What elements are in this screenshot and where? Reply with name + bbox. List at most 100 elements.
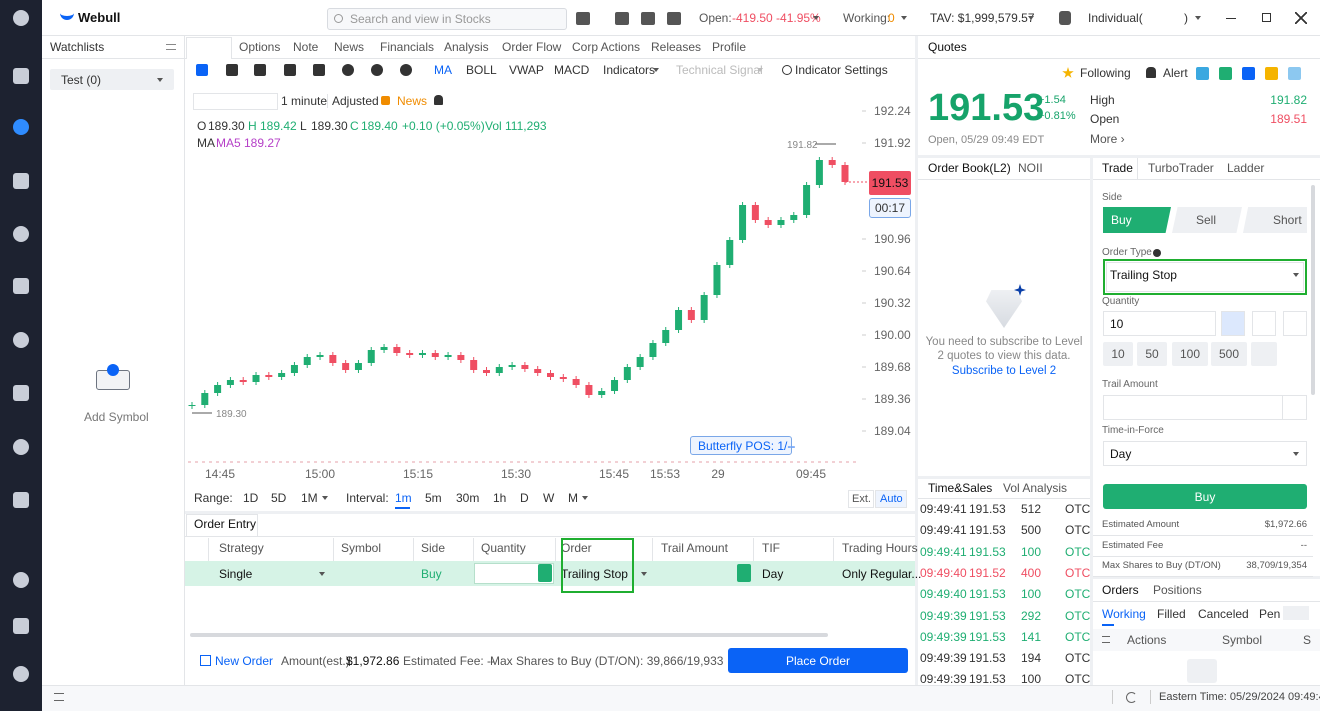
adjusted-toggle[interactable]: Adjusted <box>332 94 379 108</box>
symbol-input[interactable] <box>193 93 278 110</box>
panel-title[interactable]: Order Entry <box>194 517 257 531</box>
sidebar-icon[interactable] <box>13 68 29 84</box>
quantity-input[interactable] <box>474 563 554 584</box>
study-button[interactable]: MACD <box>554 63 590 77</box>
study-button[interactable]: VWAP <box>509 63 544 77</box>
sidebar-icon[interactable] <box>13 173 29 189</box>
order-type-value[interactable]: Trailing Stop <box>1110 268 1177 282</box>
chart-tool-icon[interactable] <box>313 64 325 76</box>
chart-tab[interactable]: Order Flow <box>502 40 562 54</box>
order-filter[interactable]: Pen <box>1259 607 1281 621</box>
chart-tab[interactable]: Releases <box>651 40 702 54</box>
quick-qty-button[interactable] <box>1172 342 1208 366</box>
panel-tab[interactable]: TurboTrader <box>1148 161 1214 175</box>
new-order[interactable]: New Order <box>215 654 274 668</box>
order-filter[interactable]: Canceled <box>1198 607 1249 621</box>
quote-tool-icon[interactable] <box>1196 67 1209 80</box>
panel-tab[interactable]: Orders <box>1102 583 1139 597</box>
chart-tool-icon[interactable] <box>226 64 238 76</box>
sidebar-icon[interactable] <box>13 439 29 455</box>
trail-amount-input[interactable] <box>1103 395 1307 420</box>
tif-select[interactable] <box>1103 441 1307 466</box>
quantity-input[interactable] <box>1103 311 1216 336</box>
interval-button[interactable]: 1m <box>395 491 412 505</box>
sidebar-icon[interactable] <box>13 10 29 26</box>
quick-qty-label[interactable]: 10 <box>1111 347 1125 361</box>
sidebar-icon[interactable] <box>13 385 29 401</box>
range-button[interactable]: 5D <box>271 491 287 505</box>
news-toggle[interactable]: News <box>397 94 428 108</box>
quantity-stepper[interactable] <box>538 564 552 582</box>
maximize-button[interactable] <box>1262 13 1271 22</box>
ext-button[interactable] <box>848 490 874 508</box>
toolbar-icon[interactable] <box>576 12 590 25</box>
technical-signal-menu[interactable]: Technical Signal <box>676 63 763 77</box>
chart-tool-icon[interactable] <box>284 64 296 76</box>
interval-button[interactable]: W <box>543 491 555 505</box>
quick-qty-label[interactable]: 500 <box>1218 347 1240 361</box>
order-filter[interactable]: Working <box>1102 607 1146 621</box>
sidebar-icon[interactable] <box>13 666 29 682</box>
quick-qty-button[interactable] <box>1211 342 1247 366</box>
following[interactable]: Following <box>1080 66 1131 80</box>
quantity-mode[interactable] <box>1221 311 1245 336</box>
watchlist-select[interactable] <box>50 69 174 90</box>
indicators-menu[interactable]: Indicators <box>603 63 656 77</box>
auto-label[interactable]: Auto <box>880 493 903 505</box>
alert[interactable]: Alert <box>1163 66 1188 80</box>
chart-tab[interactable]: News <box>334 40 365 54</box>
chart-tab[interactable]: Options <box>239 40 281 54</box>
chart-tab[interactable]: Corp Actions <box>572 40 641 54</box>
watchlist-name[interactable]: Test (0) <box>61 73 102 87</box>
quote-tool-icon[interactable] <box>1265 67 1278 80</box>
ext-label[interactable]: Ext. <box>852 493 871 505</box>
sidebar-icon[interactable] <box>13 492 29 508</box>
chart-tab[interactable]: Profile <box>712 40 747 54</box>
quote-tool-icon[interactable] <box>1242 67 1255 80</box>
order-cell[interactable]: Buy <box>421 567 442 581</box>
interval-button[interactable]: D <box>520 491 529 505</box>
subscribe-link[interactable]: Subscribe to Level 2 <box>951 365 1057 377</box>
filter-scroll[interactable] <box>1283 606 1309 620</box>
panel-tab[interactable]: Vol Analysis <box>1003 481 1068 495</box>
panel-tab[interactable]: NOII <box>1018 161 1043 175</box>
quick-qty-button[interactable] <box>1137 342 1167 366</box>
range-button[interactable]: 1D <box>243 491 259 505</box>
chart-tool-icon[interactable] <box>371 64 383 76</box>
panel-tab[interactable]: Trade <box>1102 161 1133 175</box>
chart-tab[interactable]: Analysis <box>444 40 489 54</box>
short-side-button[interactable] <box>1243 207 1307 233</box>
toolbar-icon[interactable] <box>667 12 681 25</box>
interval-button[interactable]: 30m <box>456 491 480 505</box>
range-button[interactable]: 1M <box>301 491 318 505</box>
refresh-icon[interactable] <box>1126 692 1137 703</box>
add-symbol[interactable]: Add Symbol <box>84 410 149 424</box>
chart-tool-icon[interactable] <box>254 64 266 76</box>
panel-tab[interactable]: Positions <box>1153 583 1202 597</box>
sidebar-icon[interactable] <box>13 119 29 135</box>
interval-button[interactable]: M <box>568 491 578 505</box>
more-link[interactable]: More › <box>1090 132 1125 146</box>
amount-unit[interactable] <box>737 564 751 582</box>
sidebar-icon[interactable] <box>13 226 29 242</box>
lock-icon[interactable] <box>1059 11 1071 25</box>
order-filter[interactable]: Filled <box>1157 607 1186 621</box>
sidebar-icon[interactable] <box>13 278 29 294</box>
interval-button[interactable]: 1h <box>493 491 507 505</box>
search-box[interactable] <box>327 8 567 30</box>
layout-icon[interactable] <box>54 693 64 701</box>
panel-tab[interactable]: Time&Sales <box>928 481 993 495</box>
place-order-button[interactable] <box>728 648 908 673</box>
study-button[interactable]: MA <box>434 63 452 77</box>
sidebar-icon[interactable] <box>13 618 29 634</box>
new-order-icon[interactable] <box>200 655 211 666</box>
chart-tab[interactable]: Financials <box>380 40 435 54</box>
order-cell[interactable]: Only Regular... <box>842 567 922 581</box>
quick-qty-label[interactable]: 100 <box>1179 347 1201 361</box>
quantity-value[interactable]: 10 <box>1110 317 1124 331</box>
more-qty-button[interactable] <box>1251 342 1277 366</box>
place-order-label[interactable]: Place Order <box>785 654 851 668</box>
side-option[interactable]: Sell <box>1196 213 1217 227</box>
interval-button[interactable]: 5m <box>425 491 442 505</box>
chart-tab[interactable]: Note <box>293 40 319 54</box>
